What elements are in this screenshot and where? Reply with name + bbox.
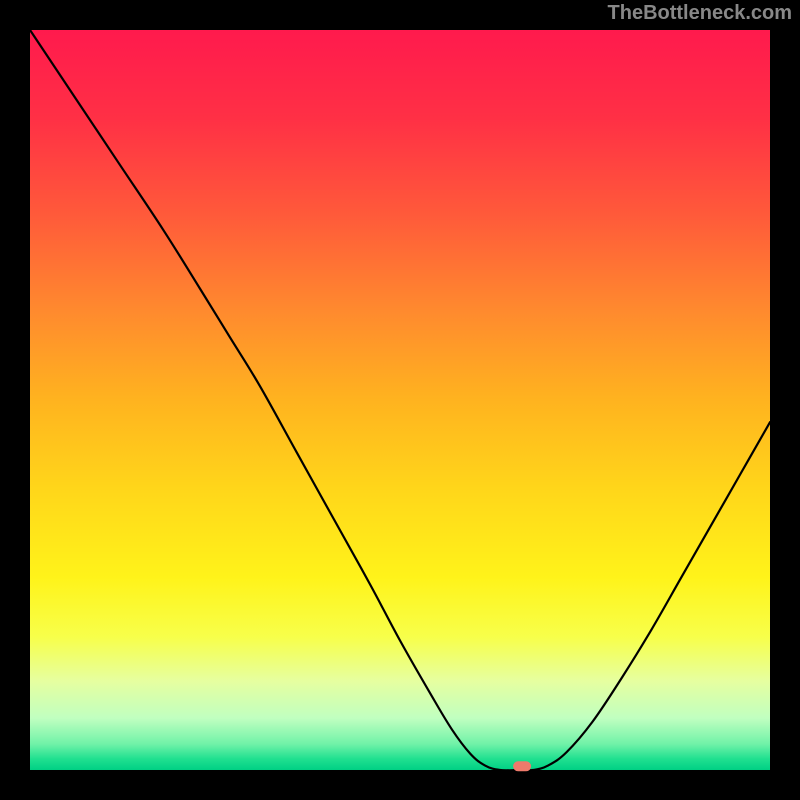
optimal-marker [513,761,531,771]
chart-svg [0,0,800,800]
plot-background [30,30,770,770]
bottleneck-chart: TheBottleneck.com [0,0,800,800]
